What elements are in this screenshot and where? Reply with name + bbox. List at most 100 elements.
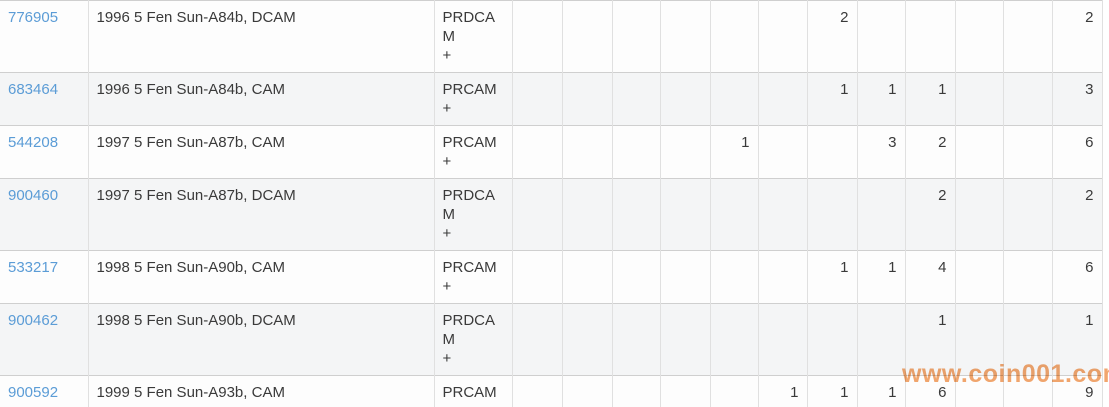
grade-code: PRCAM [442,259,497,276]
count-cell [562,303,613,376]
grade-code-cell: PRDCAM + [434,0,513,73]
grade-code-cell: PRCAM + [434,375,513,407]
coin-id-cell: 683464 [0,72,89,126]
row-total-cell: 6 [1052,125,1103,179]
count-cell [512,125,563,179]
coin-id-link[interactable]: 900592 [8,384,59,401]
count-cell [758,72,808,126]
grade-code-cell: PRDCAM + [434,178,513,251]
table-row: 900592 1999 5 Fen Sun-A93b, CAM PRCAM + … [0,375,1103,407]
grade-code-suffix: + [442,350,452,367]
coin-id-cell: 544208 [0,125,89,179]
count-cell: 2 [807,0,858,73]
count-cell [612,72,661,126]
count-cell [807,178,858,251]
count-cell [758,178,808,251]
count-cell [710,178,759,251]
coin-id-link[interactable]: 900462 [8,312,59,329]
count-cell [512,178,563,251]
coin-description: 1996 5 Fen Sun-A84b, CAM [88,72,435,126]
grade-code-suffix: + [442,225,452,242]
coin-id-cell: 900462 [0,303,89,376]
count-cell [660,125,711,179]
count-cell [660,178,711,251]
count-cell [1003,250,1053,304]
grade-code: PRCAM [442,384,497,401]
count-cell [955,250,1004,304]
table-row: 683464 1996 5 Fen Sun-A84b, CAM PRCAM + … [0,72,1103,126]
count-cell [1003,125,1053,179]
coin-description: 1996 5 Fen Sun-A84b, DCAM [88,0,435,73]
count-cell [660,250,711,304]
row-total-cell: 1 [1052,303,1103,376]
grade-code: PRDCAM [442,187,496,223]
coin-id-link[interactable]: 533217 [8,259,59,276]
count-cell [612,375,661,407]
count-cell [660,303,711,376]
count-cell: 3 [857,125,906,179]
coin-description: 1997 5 Fen Sun-A87b, CAM [88,125,435,179]
row-total-cell: 2 [1052,178,1103,251]
count-cell [612,250,661,304]
count-cell [660,72,711,126]
row-total-cell: 6 [1052,250,1103,304]
count-cell [905,0,956,73]
count-cell [758,303,808,376]
coin-id-link[interactable]: 544208 [8,134,59,151]
count-cell [955,0,1004,73]
count-cell: 2 [905,178,956,251]
count-cell [562,178,613,251]
coin-id-link[interactable]: 776905 [8,9,59,26]
count-cell: 1 [710,125,759,179]
grade-code-suffix: + [442,100,452,117]
count-cell [857,0,906,73]
grade-code-suffix: + [443,403,452,407]
count-cell [512,0,563,73]
count-cell [710,72,759,126]
count-cell [562,250,613,304]
count-cell [612,303,661,376]
count-cell [807,303,858,376]
count-cell: 4 [905,250,956,304]
row-total-cell: 9 [1052,375,1103,407]
count-cell [955,125,1004,179]
count-cell: 1 [905,72,956,126]
count-cell [857,303,906,376]
table-row: 533217 1998 5 Fen Sun-A90b, CAM PRCAM + … [0,250,1103,304]
count-cell [710,303,759,376]
count-cell [512,250,563,304]
count-cell [612,0,661,73]
count-cell [512,375,563,407]
count-cell [710,250,759,304]
count-cell [512,303,563,376]
coin-id-cell: 900460 [0,178,89,251]
coin-id-cell: 533217 [0,250,89,304]
count-cell: 1 [857,375,906,407]
count-cell [955,375,1004,407]
grade-code-cell: PRCAM + [434,72,513,126]
count-cell: 6 [905,375,956,407]
count-cell [955,178,1004,251]
count-cell [758,250,808,304]
count-cell [710,375,759,407]
coin-description: 1998 5 Fen Sun-A90b, CAM [88,250,435,304]
count-cell [562,375,613,407]
count-cell: 1 [905,303,956,376]
count-cell: 1 [807,72,858,126]
row-total-cell: 2 [1052,0,1103,73]
table-row: 900460 1997 5 Fen Sun-A87b, DCAM PRDCAM … [0,178,1103,251]
grade-code: PRDCAM [442,9,496,45]
count-cell [1003,303,1053,376]
grade-code-suffix: + [442,47,452,64]
count-cell [955,303,1004,376]
count-cell: 1 [807,250,858,304]
grade-code-suffix: + [442,153,452,170]
table-row: 544208 1997 5 Fen Sun-A87b, CAM PRCAM + … [0,125,1103,179]
count-cell [1003,72,1053,126]
count-cell [562,72,613,126]
count-cell: 2 [905,125,956,179]
coin-id-link[interactable]: 683464 [8,81,59,98]
coin-id-link[interactable]: 900460 [8,187,59,204]
